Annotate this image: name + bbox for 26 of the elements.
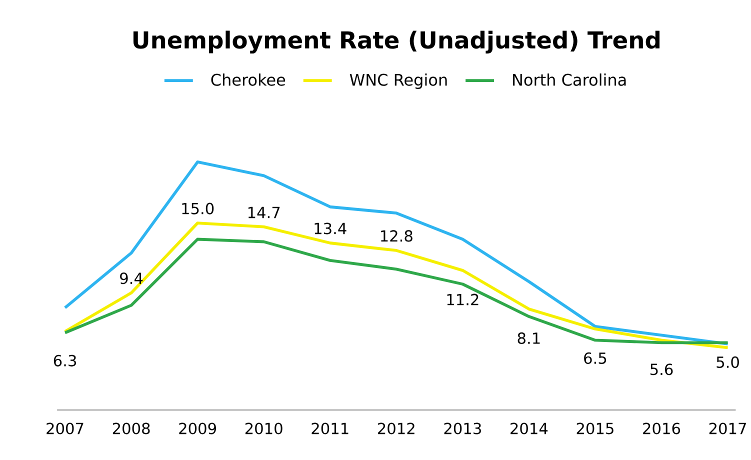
data-label: 5.6	[650, 364, 673, 376]
x-tick-label: 2013	[444, 422, 481, 434]
x-tick-label: 2010	[245, 422, 282, 434]
data-label: 13.4	[314, 222, 346, 234]
data-label: 12.8	[381, 230, 412, 242]
x-tick-label: 2014	[510, 422, 548, 434]
data-label: 9.4	[120, 272, 143, 284]
data-label: 8.1	[518, 332, 540, 344]
data-label: 14.7	[248, 206, 280, 218]
x-tick-label: 2009	[179, 422, 216, 434]
data-label: 11.2	[447, 294, 478, 306]
x-tick-label: 2012	[378, 422, 414, 434]
x-tick-label: 2017	[709, 422, 746, 434]
chart-title: Unemployment Rate (Unadjusted) Trend	[133, 30, 660, 54]
x-tick-label: 2015	[576, 422, 614, 434]
data-label: 5.0	[716, 356, 739, 368]
x-tick-label: 2007	[46, 422, 84, 434]
data-label: 6.3	[54, 354, 76, 366]
legend-label: WNC Region	[350, 73, 447, 89]
legend-label: Cherokee	[211, 73, 286, 86]
data-label: 6.5	[584, 352, 606, 364]
x-tick-label: 2011	[312, 422, 348, 434]
x-tick-label: 2008	[112, 422, 150, 434]
data-label: 15.0	[182, 202, 214, 214]
legend-label: North Carolina	[513, 73, 626, 86]
x-tick-label: 2016	[643, 422, 680, 434]
